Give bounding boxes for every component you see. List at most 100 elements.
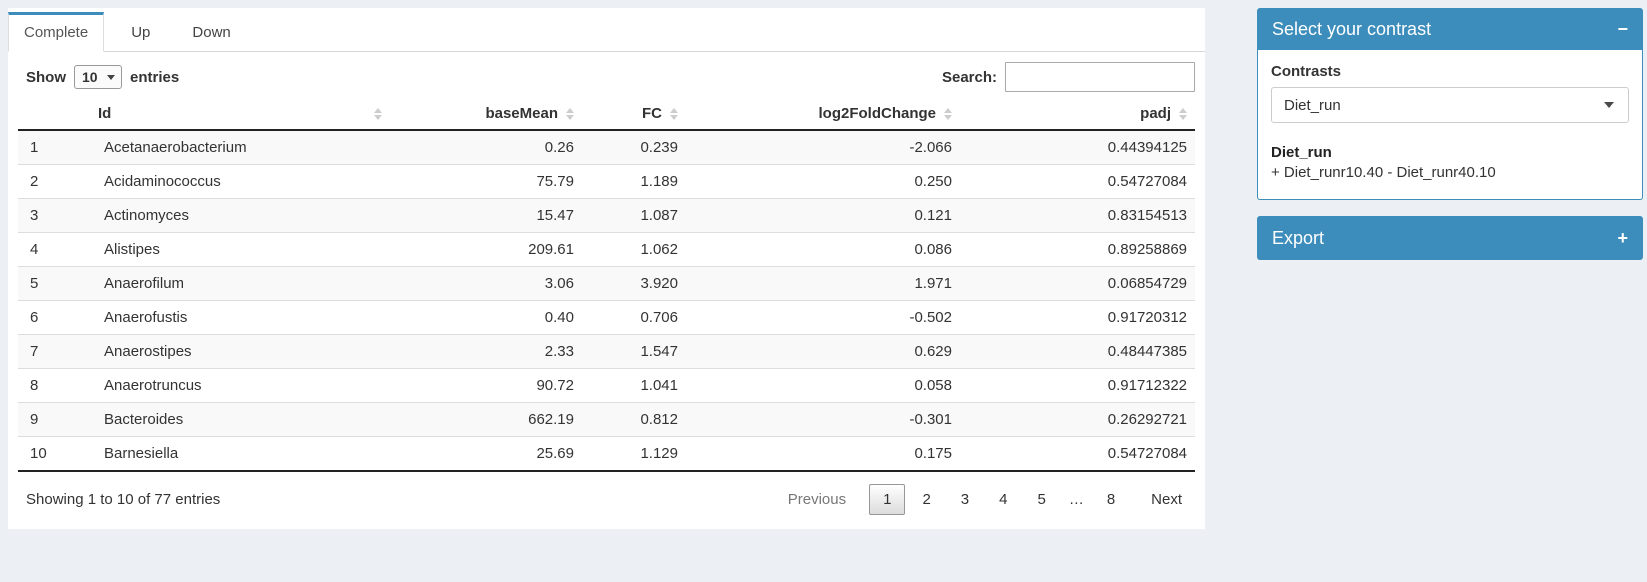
cell-id: Anaerofustis xyxy=(90,300,390,335)
sort-icon xyxy=(566,107,574,120)
cell-log2foldchange: 0.058 xyxy=(686,368,960,403)
tab-complete[interactable]: Complete xyxy=(8,12,105,52)
cell-fc: 3.920 xyxy=(582,266,686,301)
cell-id: Actinomyces xyxy=(90,198,390,233)
expand-plus-icon[interactable]: + xyxy=(1617,228,1628,248)
contrast-panel: Select your contrast − Contrasts Diet_ru… xyxy=(1257,8,1643,200)
table-row[interactable]: 5 Anaerofilum 3.06 3.920 1.971 0.0685472… xyxy=(18,266,1195,301)
cell-basemean: 15.47 xyxy=(390,198,582,233)
pagination-previous[interactable]: Previous xyxy=(787,491,847,508)
row-index: 6 xyxy=(18,300,90,335)
cell-padj: 0.89258869 xyxy=(960,232,1195,267)
pagination-page-4[interactable]: 4 xyxy=(999,491,1008,508)
tab-label: Up xyxy=(131,24,151,41)
cell-fc: 1.087 xyxy=(582,198,686,233)
pagination-page-1[interactable]: 1 xyxy=(869,484,906,515)
column-label: FC xyxy=(642,105,662,122)
tab-down[interactable]: Down xyxy=(177,13,245,51)
cell-padj: 0.91720312 xyxy=(960,300,1195,335)
cell-padj: 0.06854729 xyxy=(960,266,1195,301)
table-footer: Showing 1 to 10 of 77 entries Previous 1… xyxy=(18,472,1195,529)
cell-id: Bacteroides xyxy=(90,402,390,437)
row-index: 1 xyxy=(18,130,90,165)
cell-basemean: 25.69 xyxy=(390,436,582,472)
tab-up[interactable]: Up xyxy=(116,13,165,51)
search-label: Search: xyxy=(941,68,997,86)
pagination-page-8[interactable]: 8 xyxy=(1106,491,1116,508)
column-label: log2FoldChange xyxy=(818,105,937,122)
row-index: 9 xyxy=(18,402,90,437)
cell-fc: 1.062 xyxy=(582,232,686,267)
row-index: 7 xyxy=(18,334,90,369)
column-label: padj xyxy=(1140,105,1171,122)
cell-padj: 0.83154513 xyxy=(960,198,1195,233)
table-row[interactable]: 10 Barnesiella 25.69 1.129 0.175 0.54727… xyxy=(18,436,1195,472)
table-row[interactable]: 1 Acetanaerobacterium 0.26 0.239 -2.066 … xyxy=(18,130,1195,165)
cell-fc: 0.706 xyxy=(582,300,686,335)
panel-title: Select your contrast xyxy=(1272,18,1432,39)
contrast-panel-body: Contrasts Diet_run Diet_run + Diet_runr1… xyxy=(1257,50,1643,200)
cell-padj: 0.48447385 xyxy=(960,334,1195,369)
cell-basemean: 75.79 xyxy=(390,164,582,199)
cell-basemean: 2.33 xyxy=(390,334,582,369)
cell-fc: 0.239 xyxy=(582,130,686,165)
row-index: 3 xyxy=(18,198,90,233)
table-row[interactable]: 3 Actinomyces 15.47 1.087 0.121 0.831545… xyxy=(18,198,1195,233)
export-panel-header: Export + xyxy=(1257,216,1643,260)
cell-padj: 0.91712322 xyxy=(960,368,1195,403)
pagination-page-5[interactable]: 5 xyxy=(1037,491,1046,508)
contrast-select[interactable]: Diet_run xyxy=(1271,87,1629,123)
contrast-detail-text: + Diet_runr10.40 - Diet_runr40.10 xyxy=(1271,164,1496,181)
collapse-minus-icon[interactable]: − xyxy=(1617,19,1628,39)
cell-basemean: 3.06 xyxy=(390,266,582,301)
column-header-padj[interactable]: padj xyxy=(960,98,1195,131)
pagination-page-3[interactable]: 3 xyxy=(960,491,970,508)
sort-icon xyxy=(944,107,952,120)
cell-basemean: 0.26 xyxy=(390,130,582,165)
table-row[interactable]: 9 Bacteroides 662.19 0.812 -0.301 0.2629… xyxy=(18,402,1195,437)
column-label: baseMean xyxy=(485,105,558,122)
cell-id: Anaerofilum xyxy=(90,266,390,301)
table-row[interactable]: 4 Alistipes 209.61 1.062 0.086 0.8925886… xyxy=(18,232,1195,267)
table-controls: Show 10 entries Search: xyxy=(18,62,1195,92)
cell-basemean: 90.72 xyxy=(390,368,582,403)
cell-id: Anaerostipes xyxy=(90,334,390,369)
cell-padj: 0.44394125 xyxy=(960,130,1195,165)
cell-basemean: 0.40 xyxy=(390,300,582,335)
pagination: Previous 1 2 3 4 5 … 8 Next xyxy=(775,484,1195,515)
caret-down-icon xyxy=(1604,102,1614,108)
cell-log2foldchange: -0.301 xyxy=(686,402,960,437)
pagination-next[interactable]: Next xyxy=(1151,491,1182,508)
cell-fc: 1.189 xyxy=(582,164,686,199)
cell-id: Acidaminococcus xyxy=(90,164,390,199)
cell-padj: 0.54727084 xyxy=(960,436,1195,472)
search-control: Search: xyxy=(942,62,1195,92)
page-length-select[interactable]: 10 xyxy=(74,65,122,89)
column-header-log2foldchange[interactable]: log2FoldChange xyxy=(686,98,960,131)
cell-log2foldchange: 0.629 xyxy=(686,334,960,369)
column-header-basemean[interactable]: baseMean xyxy=(390,98,582,131)
column-header-fc[interactable]: FC xyxy=(582,98,686,131)
table-row[interactable]: 8 Anaerotruncus 90.72 1.041 0.058 0.9171… xyxy=(18,368,1195,403)
column-label: Id xyxy=(98,105,112,122)
side-panels: Select your contrast − Contrasts Diet_ru… xyxy=(1257,8,1643,260)
row-index: 2 xyxy=(18,164,90,199)
cell-log2foldchange: 0.121 xyxy=(686,198,960,233)
table-row[interactable]: 6 Anaerofustis 0.40 0.706 -0.502 0.91720… xyxy=(18,300,1195,335)
contrast-panel-header: Select your contrast − xyxy=(1257,8,1643,50)
row-index: 8 xyxy=(18,368,90,403)
column-header-id[interactable]: Id xyxy=(90,98,390,131)
cell-id: Barnesiella xyxy=(90,436,390,472)
caret-down-icon xyxy=(107,74,115,80)
table-row[interactable]: 2 Acidaminococcus 75.79 1.189 0.250 0.54… xyxy=(18,164,1195,199)
table-row[interactable]: 7 Anaerostipes 2.33 1.547 0.629 0.484473… xyxy=(18,334,1195,369)
cell-fc: 1.547 xyxy=(582,334,686,369)
export-panel: Export + xyxy=(1257,216,1643,260)
tab-label: Down xyxy=(192,24,231,41)
search-input[interactable] xyxy=(1005,62,1195,92)
page-length-control: Show 10 entries xyxy=(18,65,179,89)
sort-icon xyxy=(374,107,382,120)
tab-bar: Complete Up Down xyxy=(8,8,1205,52)
pagination-page-2[interactable]: 2 xyxy=(922,491,931,508)
contrast-detail-title: Diet_run xyxy=(1271,144,1332,161)
